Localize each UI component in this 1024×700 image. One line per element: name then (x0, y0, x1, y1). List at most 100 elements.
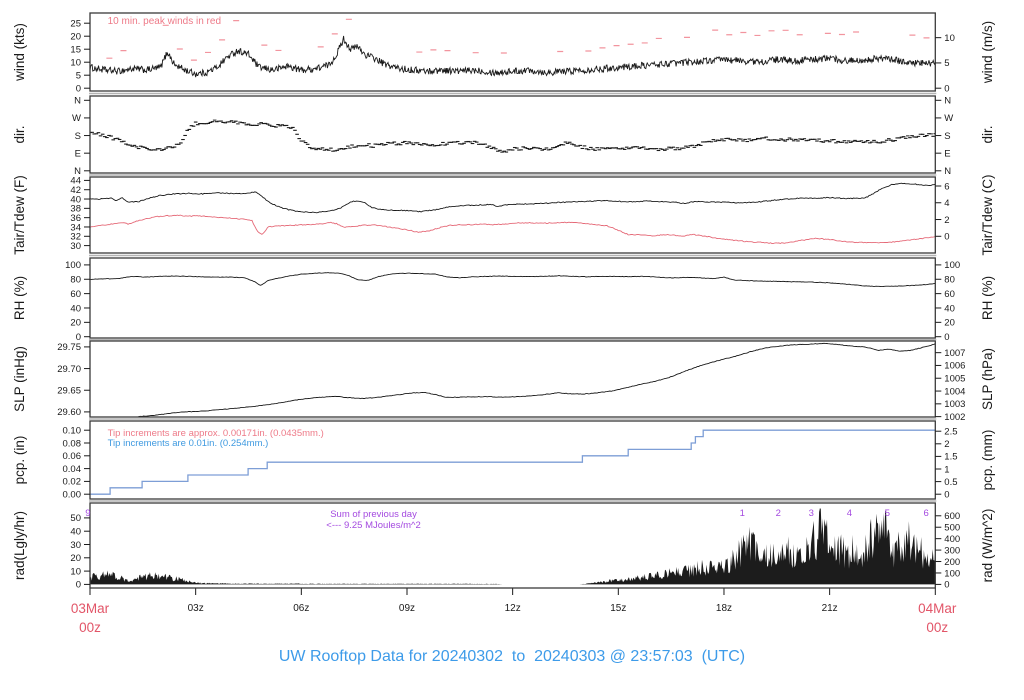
x-tick-label: 12z (505, 603, 521, 614)
left-tick-label: 30 (70, 241, 81, 252)
right-tick-label: 2.5 (944, 427, 957, 438)
annotation-mj-mark-5: 5 (885, 508, 890, 519)
left-tick-label: 32 (70, 232, 81, 243)
right-tick-label: S (944, 131, 950, 142)
left-tick-label: 40 (70, 303, 81, 314)
right-tick-label: 0.5 (944, 477, 957, 488)
left-tick-label: E (75, 148, 81, 159)
x-tick-label: 09z (399, 603, 415, 614)
left-tick-label: 60 (70, 289, 81, 300)
left-tick-label: W (72, 113, 81, 124)
right-tick-label: N (944, 96, 951, 107)
left-tick-label: 0.10 (63, 426, 82, 437)
right-tick-label: 1002 (944, 412, 965, 423)
left-tick-label: 42 (70, 185, 81, 196)
right-tick-label: 60 (944, 289, 955, 300)
right-tick-label: 0 (944, 84, 949, 95)
x-axis: 03z 06z 09z 12z 15z 18z 21z 03Mar 00z 04Mar 00z (71, 588, 957, 635)
left-tick-label: 38 (70, 204, 81, 215)
left-tick-label: N (74, 96, 81, 107)
left-axis-title-slp: SLP (inHg) (12, 346, 27, 412)
left-tick-label: 100 (65, 260, 81, 271)
left-tick-label: 44 (70, 176, 81, 187)
left-tick-label: 80 (70, 275, 81, 286)
left-axis-title-rh: RH (%) (12, 276, 27, 320)
left-tick-label: 50 (70, 513, 81, 524)
x-tick-label: 06z (293, 603, 309, 614)
left-tick-label: 15 (70, 45, 81, 56)
left-tick-label: 20 (70, 32, 81, 43)
left-tick-label: 30 (70, 540, 81, 551)
right-tick-label: 10 (944, 33, 955, 44)
right-tick-label: 0 (944, 232, 949, 243)
left-tick-label: S (75, 131, 81, 142)
x-tick-label: 18z (716, 603, 732, 614)
right-tick-label: 0 (944, 580, 949, 591)
annotation-sum-prev-day-1: Sum of previous day (330, 509, 417, 520)
x-end-hour: 00z (926, 620, 948, 635)
series-rad (90, 507, 936, 585)
panel-rh: 100 80 60 40 20 0 100 80 60 40 20 0 RH (%) RH (%) (12, 257, 995, 343)
left-tick-label: 0.02 (63, 477, 82, 488)
left-tick-label: 29.60 (57, 407, 81, 418)
annotation-tip-increment-blue: Tip increments are 0.01in. (0.254mm.) (108, 438, 269, 449)
annotation-mj-mark-9: 9 (85, 508, 90, 519)
right-axis-title-dir: dir. (980, 125, 995, 143)
right-axis-title-rad: rad (W/m^2) (980, 509, 995, 583)
right-tick-label: 1 (944, 464, 949, 475)
panel-frame-wind (89, 12, 936, 92)
x-tick-label: 21z (822, 603, 838, 614)
left-tick-label: 34 (70, 222, 81, 233)
panel-wind: 25 20 15 10 5 0 10 5 0 wind (kts) wind (m/s) 10 min… (12, 12, 995, 95)
x-end-date: 04Mar (918, 601, 957, 616)
series-pcp (90, 429, 936, 495)
annotation-mj-mark-3: 3 (809, 508, 814, 519)
annotation-peak-winds-note: 10 min. peak winds in red (108, 16, 221, 27)
right-tick-label: 40 (944, 303, 955, 314)
right-tick-label: 0 (944, 332, 949, 343)
right-tick-label: 1004 (944, 386, 965, 397)
series-slp (90, 342, 936, 417)
right-tick-label: 600 (944, 511, 960, 522)
annotation-sum-prev-day-2: <--- 9.25 MJoules/m^2 (326, 520, 420, 531)
right-axis-title-wind: wind (m/s) (980, 21, 995, 84)
right-tick-label: 500 (944, 523, 960, 534)
panel-frame-dir (89, 95, 936, 174)
left-tick-label: 5 (76, 71, 81, 82)
right-tick-label: 1006 (944, 361, 965, 372)
right-tick-label: 6 (944, 181, 949, 192)
right-tick-label: N (944, 166, 951, 177)
left-tick-label: 20 (70, 318, 81, 329)
left-tick-label: 29.65 (57, 386, 81, 397)
left-axis-title-dir: dir. (12, 125, 27, 143)
right-tick-label: 400 (944, 534, 960, 545)
left-tick-label: 0.06 (63, 451, 82, 462)
right-tick-label: 300 (944, 545, 960, 556)
left-tick-label: 0.00 (63, 490, 82, 501)
annotation-mj-mark-6: 6 (923, 508, 928, 519)
right-tick-label: 5 (944, 58, 949, 69)
left-tick-label: 20 (70, 553, 81, 564)
panel-frame-tair (89, 176, 936, 254)
left-axis-title-pcp: pcp. (in) (12, 436, 27, 485)
left-tick-label: 36 (70, 213, 81, 224)
right-tick-label: 80 (944, 275, 955, 286)
series-tdew (90, 214, 936, 245)
left-tick-label: 29.70 (57, 364, 81, 375)
right-tick-label: 200 (944, 557, 960, 568)
right-tick-label: 1005 (944, 374, 965, 385)
series-wind-kts (90, 35, 936, 78)
panel-frame-rh (89, 257, 936, 339)
right-axis-title-pcp: pcp. (mm) (980, 430, 995, 491)
left-tick-label: 40 (70, 527, 81, 538)
left-axis-title-wind: wind (kts) (12, 23, 27, 82)
left-tick-label: 0 (76, 332, 81, 343)
right-axis-title-tair: Tair/Tdew (C) (980, 174, 995, 255)
panel-rad: 504030201006005004003002001000rad(Lgly/h… (12, 502, 995, 591)
right-tick-label: 2 (944, 439, 949, 450)
